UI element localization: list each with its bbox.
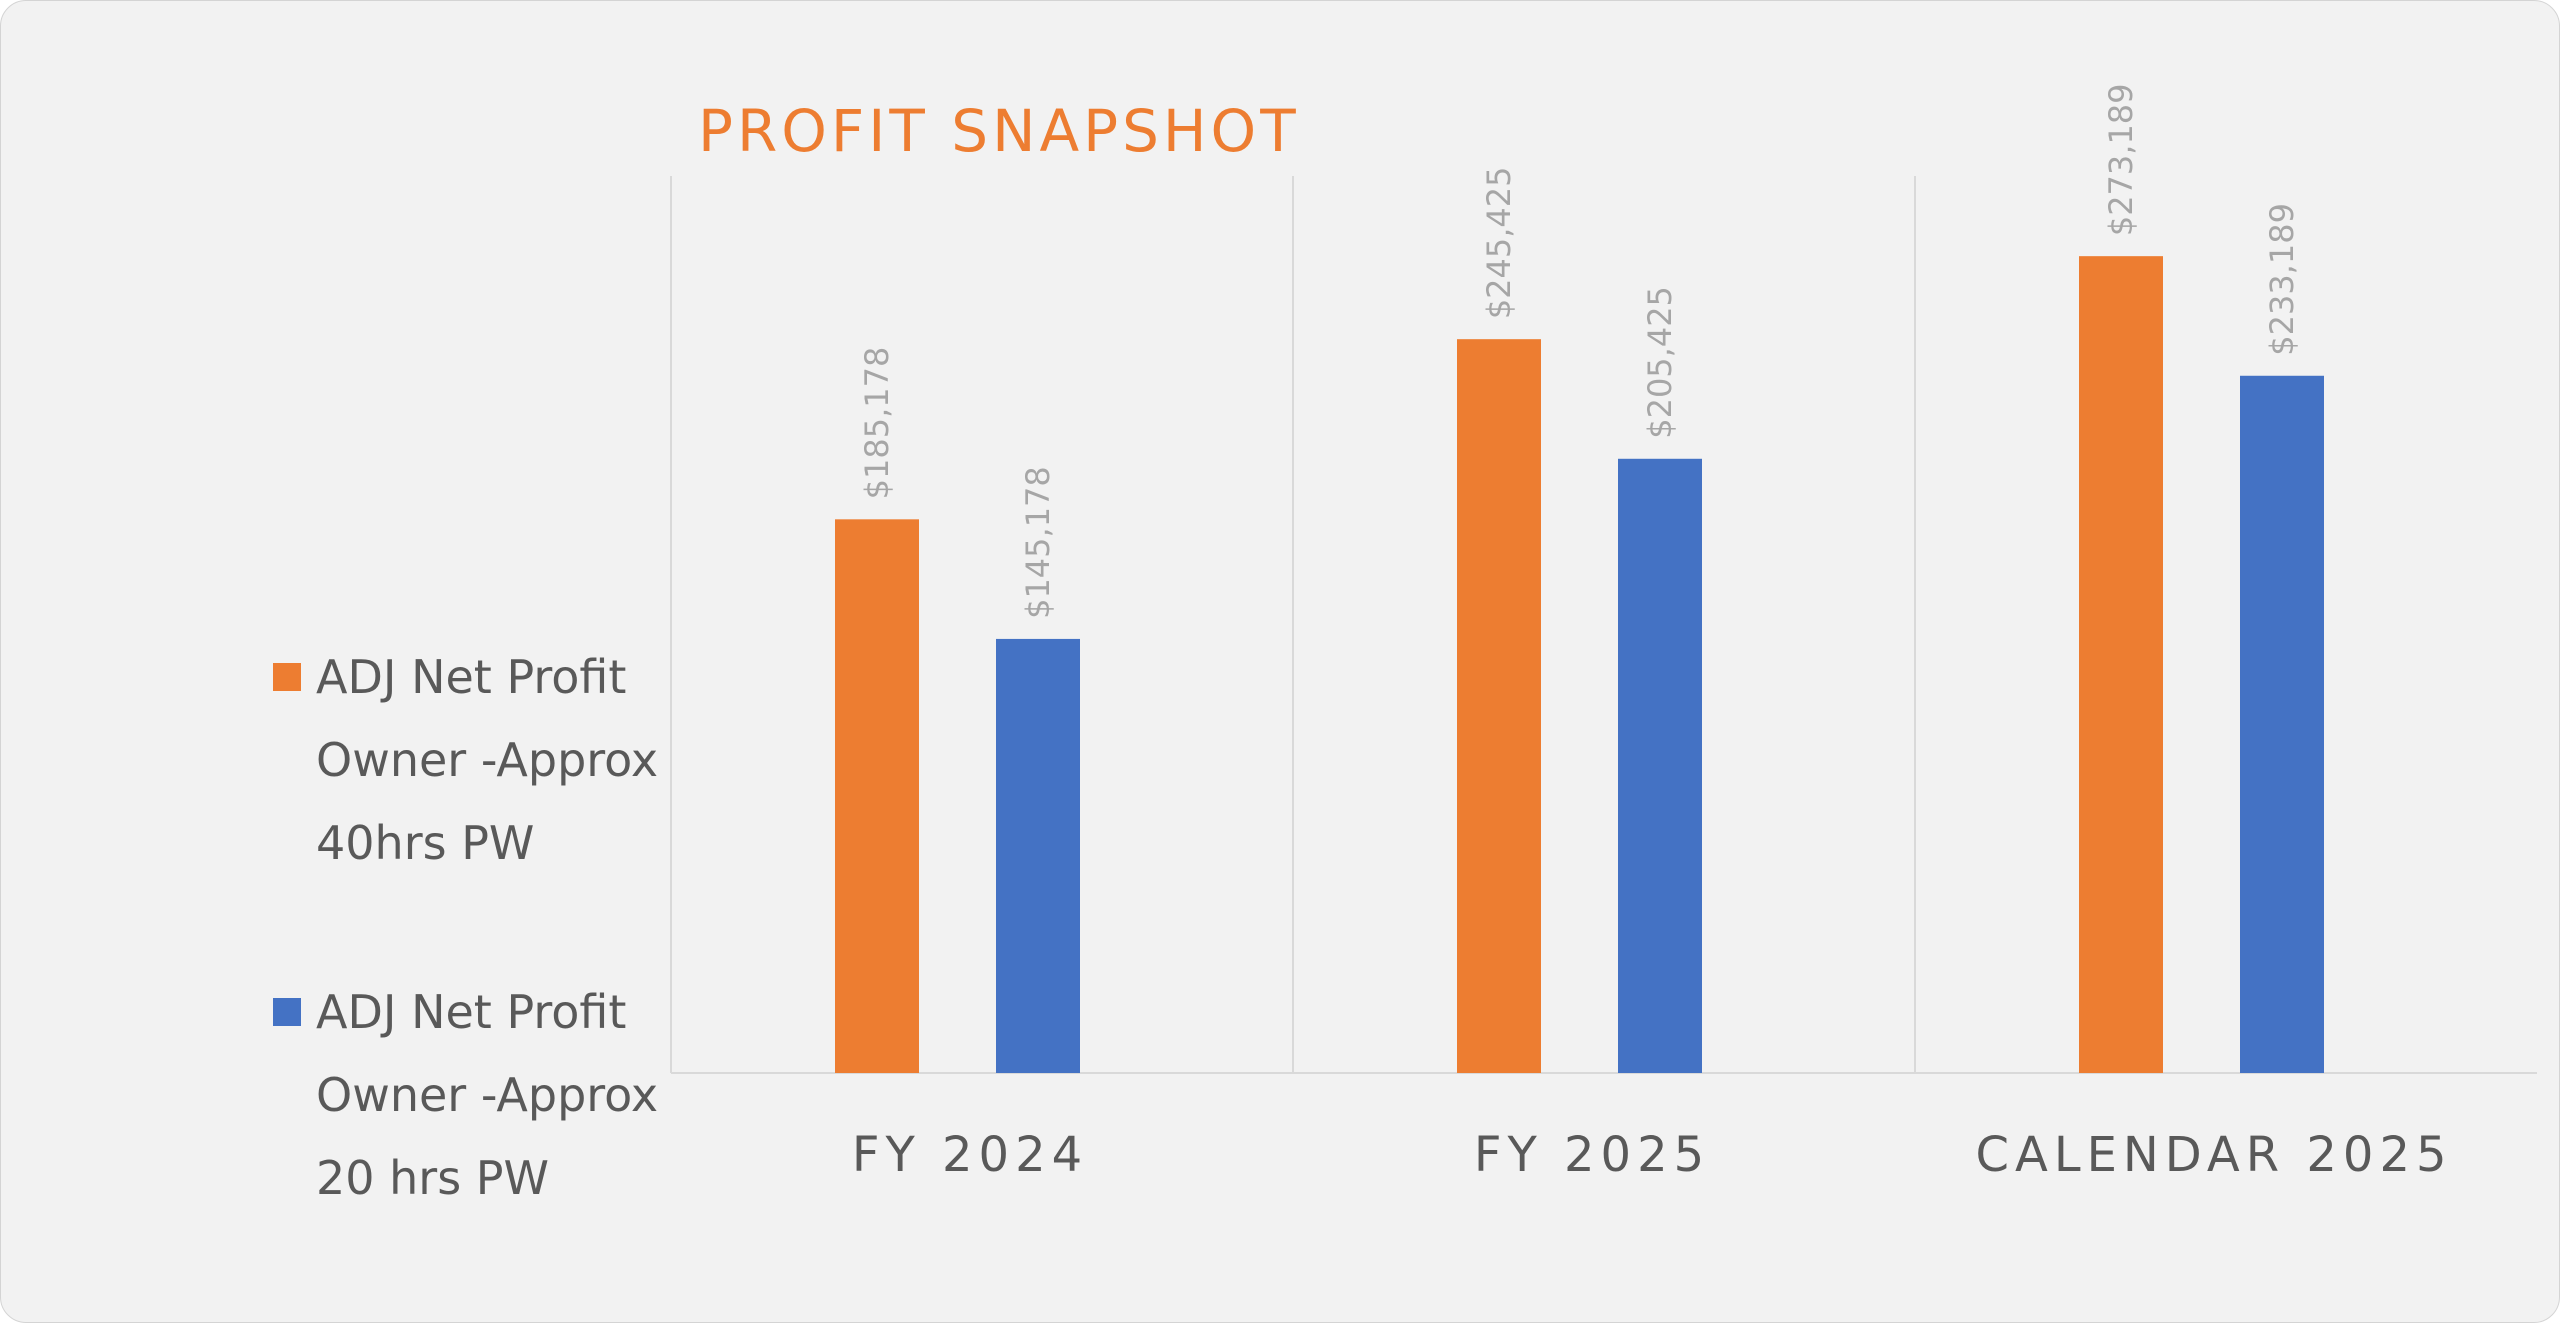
category-axis: FY 2024 FY 2025 CALENDAR 2025 xyxy=(852,1127,2452,1183)
legend-label: Owner -Approx xyxy=(316,733,658,787)
bar-blue-3 xyxy=(2240,375,2324,1073)
category-label: FY 2024 xyxy=(852,1127,1088,1183)
legend-label: 40hrs PW xyxy=(316,816,534,870)
legend-label: Owner -Approx xyxy=(316,1068,658,1122)
grid-lines xyxy=(670,176,2537,1074)
category-label: FY 2025 xyxy=(1474,1127,1710,1183)
bar-blue-2 xyxy=(1618,458,1702,1073)
bar-orange-2 xyxy=(1457,339,1541,1073)
data-label: $273,189 xyxy=(2102,83,2140,236)
data-labels: $185,178 $245,425 $273,189 $145,178 $205,425… xyxy=(858,83,2301,618)
legend: ADJ Net Profit Owner -Approx 40hrs PW ADJ N… xyxy=(273,650,658,1205)
chart-title: PROFIT SNAPSHOT xyxy=(698,97,1300,165)
legend-label: ADJ Net Profit xyxy=(316,985,626,1039)
data-label: $245,425 xyxy=(1480,166,1518,319)
data-label: $205,425 xyxy=(1641,286,1679,439)
legend-label: ADJ Net Profit xyxy=(316,650,626,704)
bar-blue-1 xyxy=(996,638,1080,1073)
legend-label: 20 hrs PW xyxy=(316,1151,549,1205)
data-label: $185,178 xyxy=(858,347,896,500)
bar-orange-3 xyxy=(2079,256,2163,1073)
category-label: CALENDAR 2025 xyxy=(1975,1127,2452,1183)
bars xyxy=(835,256,2324,1073)
legend-swatch xyxy=(273,663,301,691)
data-label: $233,189 xyxy=(2263,203,2301,356)
bar-orange-1 xyxy=(835,519,919,1073)
legend-swatch xyxy=(273,998,301,1026)
data-label: $145,178 xyxy=(1019,466,1057,619)
